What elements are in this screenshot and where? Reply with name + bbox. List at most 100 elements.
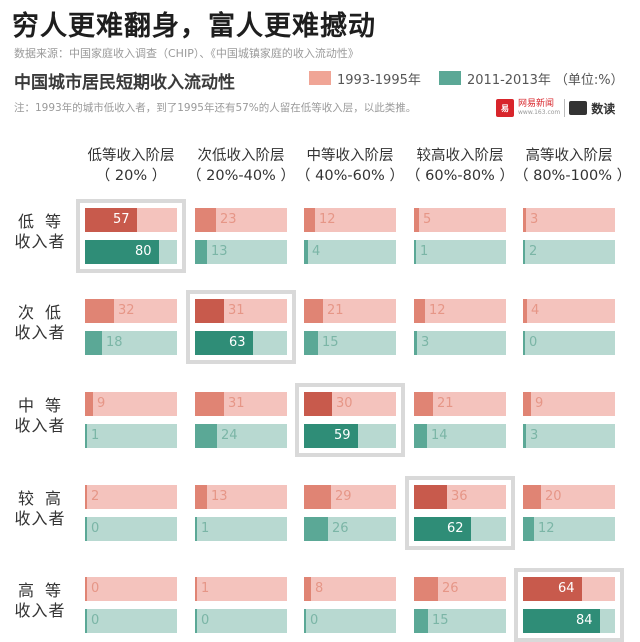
bar-fill: [523, 331, 525, 355]
bar-value-label: 32: [118, 303, 135, 318]
bar-fill: [195, 424, 217, 448]
bar-2011-2013: 18: [85, 331, 177, 355]
legend-series2: 2011-2013年 （单位:%）: [439, 70, 624, 88]
row-label: 中等收入者: [8, 396, 72, 436]
bar-value-label: 24: [221, 428, 238, 443]
bar-fill: [523, 240, 525, 264]
bar-fill: [85, 392, 93, 416]
bar-value-label: 3: [530, 212, 539, 227]
logo-section: 数读: [591, 101, 616, 116]
bar-fill: [414, 485, 447, 509]
bar-value-label: 0: [529, 335, 538, 350]
row-label-char2: 等: [44, 396, 62, 415]
bar-track: [523, 208, 615, 232]
bar-fill: [195, 392, 224, 416]
bar-fill: [304, 392, 332, 416]
bar-2011-2013: 62: [414, 517, 506, 541]
bar-1993-1995: 36: [414, 485, 506, 509]
row-label: 高等收入者: [8, 581, 72, 621]
bar-value-label: 13: [211, 244, 228, 259]
row-label-line2: 收入者: [14, 509, 66, 528]
row-label-char1: 低: [18, 212, 36, 231]
bar-value-label: 59: [334, 428, 351, 443]
column-header: 较高收入阶层 （ 60%-80% ）: [405, 146, 515, 186]
bar-value-label: 63: [229, 335, 246, 350]
bar-1993-1995: 9: [523, 392, 615, 416]
bar-1993-1995: 64: [523, 577, 615, 601]
bar-fill: [414, 609, 428, 633]
bar-fill: [414, 240, 416, 264]
bar-track: [85, 485, 177, 509]
bar-fill: [414, 424, 427, 448]
row-label-line2: 收入者: [14, 232, 66, 251]
chart-subtitle: 中国城市居民短期收入流动性: [14, 73, 235, 93]
logo-text: 网易新闻 www.163.com: [518, 99, 560, 117]
bar-2011-2013: 1: [414, 240, 506, 264]
column-header-name: 低等收入阶层: [87, 148, 175, 164]
bar-fill: [523, 208, 526, 232]
row-label-char2: 高: [44, 489, 62, 508]
column-header-name: 高等收入阶层: [525, 148, 613, 164]
footnote: 注：1993年的城市低收入者，到了1995年还有57%的人留在低等收入层，以此类…: [14, 102, 417, 114]
bar-fill: [304, 609, 306, 633]
bar-value-label: 9: [535, 396, 544, 411]
bar-value-label: 26: [332, 521, 349, 536]
bar-value-label: 1: [420, 244, 429, 259]
bar-2011-2013: 0: [523, 331, 615, 355]
legend-series1: 1993-1995年: [309, 70, 421, 88]
bar-track: [523, 299, 615, 323]
bar-2011-2013: 15: [414, 609, 506, 633]
bar-value-label: 0: [310, 613, 319, 628]
bar-2011-2013: 26: [304, 517, 396, 541]
row-label-line2: 收入者: [14, 601, 66, 620]
bar-1993-1995: 9: [85, 392, 177, 416]
netease-logo-icon: 易: [496, 99, 514, 117]
bar-track: [195, 485, 287, 509]
bar-track: [414, 299, 506, 323]
bar-1993-1995: 21: [414, 392, 506, 416]
row-label: 低等收入者: [8, 212, 72, 252]
bar-track: [523, 331, 615, 355]
highlight-box: [186, 290, 296, 364]
bar-fill: [195, 517, 197, 541]
bar-fill: [523, 517, 534, 541]
logo-url: www.163.com: [518, 109, 561, 116]
bar-track: [523, 392, 615, 416]
bar-fill: [195, 609, 197, 633]
bar-track: [414, 331, 506, 355]
bar-value-label: 30: [336, 396, 353, 411]
bar-value-label: 15: [432, 613, 449, 628]
bar-2011-2013: 63: [195, 331, 287, 355]
bar-value-label: 4: [312, 244, 321, 259]
bar-2011-2013: 0: [85, 609, 177, 633]
bar-1993-1995: 8: [304, 577, 396, 601]
bar-fill: [195, 577, 197, 601]
bar-fill: [85, 240, 159, 264]
bar-value-label: 31: [228, 396, 245, 411]
bar-track: [304, 208, 396, 232]
column-header: 低等收入阶层 （ 20% ）: [76, 146, 186, 186]
column-header-range: （ 60%-80% ）: [406, 168, 514, 184]
row-label-char1: 中: [18, 396, 36, 415]
bar-2011-2013: 3: [523, 424, 615, 448]
bar-value-label: 2: [529, 244, 538, 259]
row-label-line1: 低等: [8, 212, 72, 232]
highlight-box: [76, 199, 186, 273]
column-header-name: 次低收入阶层: [197, 148, 285, 164]
bar-1993-1995: 5: [414, 208, 506, 232]
bar-fill: [85, 331, 102, 355]
bar-track: [523, 240, 615, 264]
row-label-char2: 等: [44, 212, 62, 231]
bar-fill: [85, 485, 87, 509]
bar-fill: [304, 517, 328, 541]
bar-fill: [195, 299, 224, 323]
row-label-line1: 次低: [8, 303, 72, 323]
column-header-range: （ 80%-100% ）: [514, 168, 632, 184]
bar-value-label: 13: [211, 489, 228, 504]
row-label-line1: 高等: [8, 581, 72, 601]
bar-value-label: 12: [429, 303, 446, 318]
bar-track: [85, 577, 177, 601]
logo-divider: [564, 99, 566, 117]
column-header: 中等收入阶层 （ 40%-60% ）: [295, 146, 405, 186]
bar-value-label: 26: [442, 581, 459, 596]
